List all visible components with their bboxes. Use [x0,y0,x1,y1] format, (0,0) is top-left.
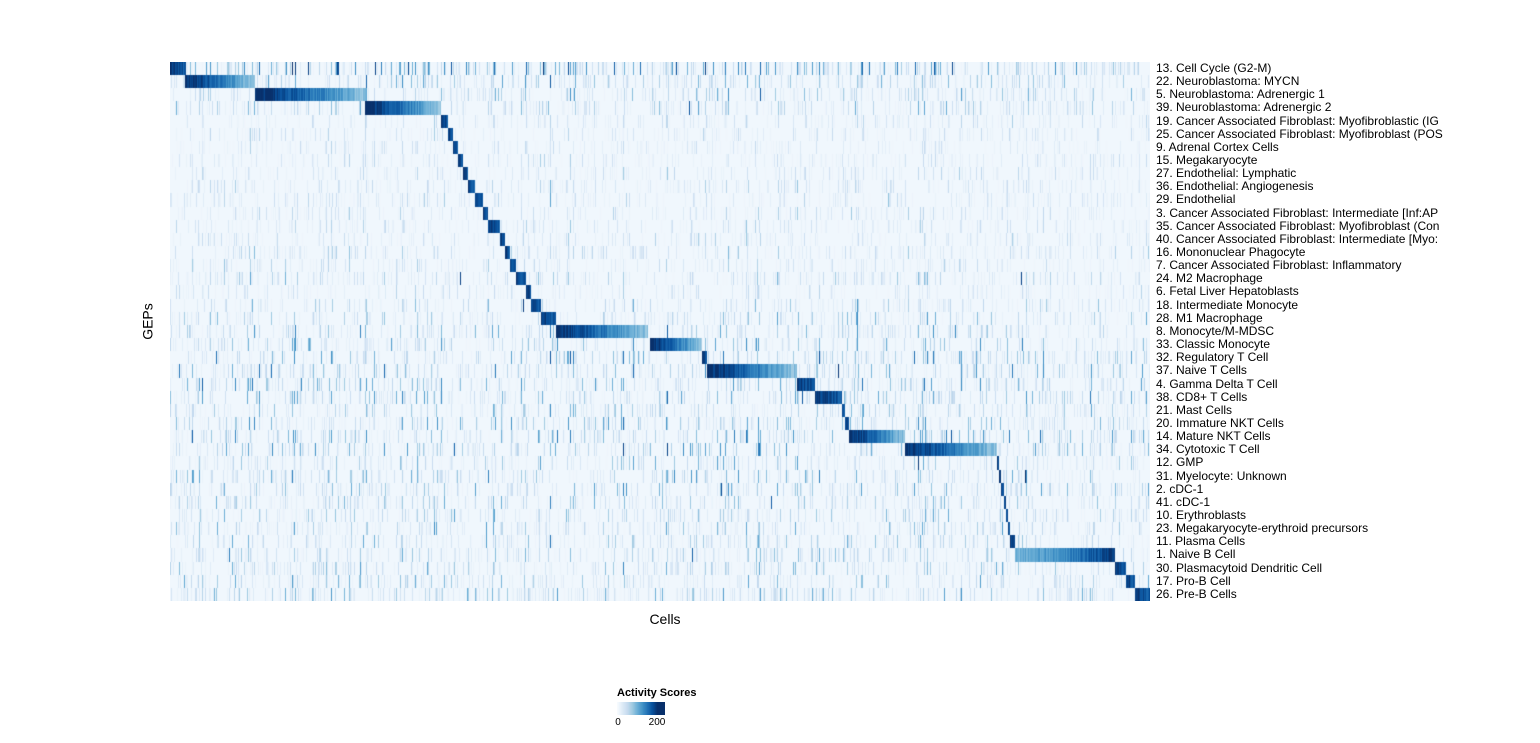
row-label: 26. Pre-B Cells [1156,586,1237,601]
row-label: 36. Endothelial: Angiogenesis [1156,179,1314,194]
row-label: 8. Monocyte/M-MDSC [1156,323,1275,338]
row-label: 15. Megakaryocyte [1156,153,1258,168]
row-label: 23. Megakaryocyte-erythroid precursors [1156,521,1369,536]
x-axis-label: Cells [649,611,681,627]
legend-ticks: 0 200 [615,717,696,730]
row-label: 40. Cancer Associated Fibroblast: Interm… [1156,231,1439,246]
row-label: 30. Plasmacytoid Dendritic Cell [1156,560,1323,575]
row-label: 37. Naive T Cells [1156,363,1247,378]
row-labels: 13. Cell Cycle (G2-M) 22. Neuroblastoma: … [1156,61,1540,601]
row-label: 35. Cancer Associated Fibroblast: Myofib… [1156,218,1440,233]
row-label: 21. Mast Cells [1156,402,1233,417]
row-label: 12. GMP [1156,455,1204,470]
row-label: 3. Cancer Associated Fibroblast: Interme… [1156,205,1439,220]
row-label: 1. Naive B Cell [1156,547,1236,562]
row-label: 41. cDC-1 [1156,494,1211,509]
row-label: 27. Endothelial: Lymphatic [1156,166,1297,181]
row-label: 11. Plasma Cells [1156,534,1246,549]
legend-title: Activity Scores [617,687,697,699]
legend: Activity Scores 0 200 [615,687,697,730]
row-label: 22. Neuroblastoma: MYCN [1156,74,1300,89]
legend-gradient [617,702,665,715]
y-axis-label: GEPs [139,303,156,340]
row-label: 9. Adrenal Cortex Cells [1156,139,1279,154]
row-label: 10. Erythroblasts [1156,507,1247,522]
row-label: 4. Gamma Delta T Cell [1156,376,1278,391]
row-label: 17. Pro-B Cell [1156,573,1231,588]
heatmap-canvas [170,62,1150,601]
row-label: 5. Neuroblastoma: Adrenergic 1 [1156,87,1325,102]
row-label: 32. Regulatory T Cell [1156,350,1269,365]
row-label: 29. Endothelial [1156,192,1236,207]
row-label: 7. Cancer Associated Fibroblast: Inflamm… [1156,258,1402,273]
row-label: 14. Mature NKT Cells [1156,429,1271,444]
row-label: 25. Cancer Associated Fibroblast: Myofib… [1156,126,1443,141]
legend-tick-min: 0 [615,717,621,728]
row-label: 19. Cancer Associated Fibroblast: Myofib… [1156,113,1439,128]
row-label: 13. Cell Cycle (G2-M) [1156,61,1272,75]
row-label: 24. M2 Macrophage [1156,271,1263,286]
row-label: 18. Intermediate Monocyte [1156,297,1299,312]
row-label: 2. cDC-1 [1156,481,1204,496]
row-label: 38. CD8+ T Cells [1156,389,1248,404]
row-label: 20. Immature NKT Cells [1156,415,1284,430]
row-label: 39. Neuroblastoma: Adrenergic 2 [1156,100,1332,115]
row-label: 33. Classic Monocyte [1156,337,1271,352]
row-label: 6. Fetal Liver Hepatoblasts [1156,284,1299,299]
row-label: 34. Cytotoxic T Cell [1156,442,1260,457]
row-label: 31. Myelocyte: Unknown [1156,468,1287,483]
legend-tick-max: 200 [648,717,666,728]
row-label: 16. Mononuclear Phagocyte [1156,245,1306,260]
row-label: 28. M1 Macrophage [1156,310,1263,325]
